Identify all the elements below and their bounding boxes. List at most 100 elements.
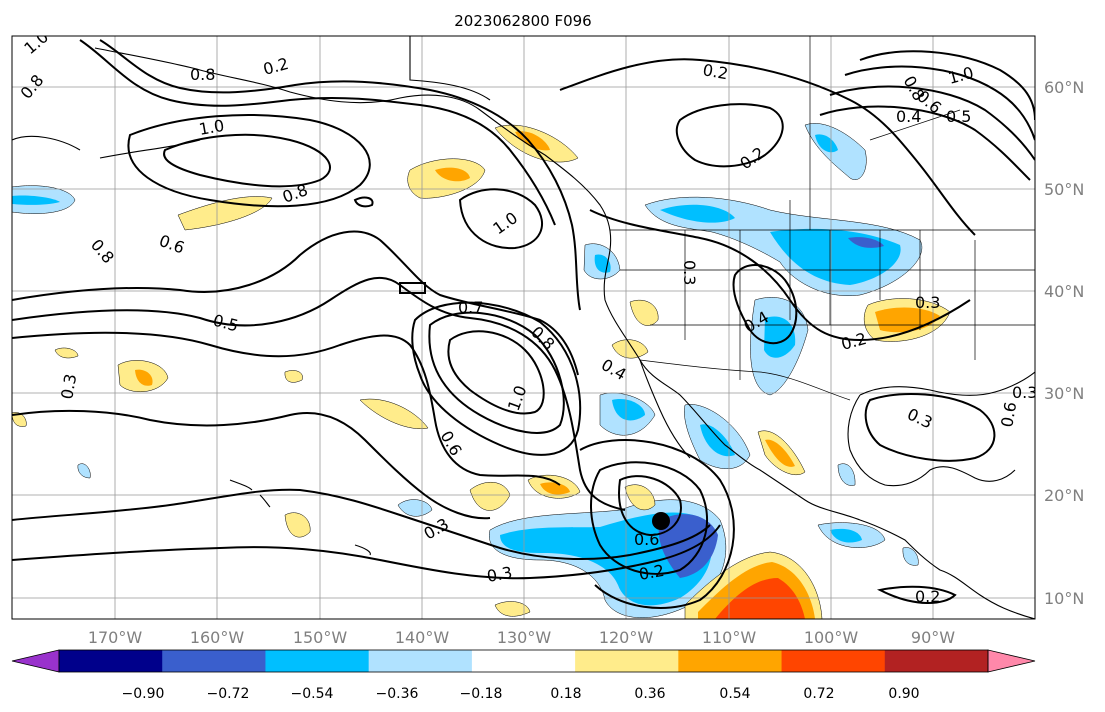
state-borders-vertical — [684, 200, 976, 380]
lat-label: 10°N — [1044, 589, 1084, 608]
contour-0.6-ne — [829, 85, 1035, 161]
lon-label: 140°W — [395, 628, 450, 647]
anomaly-yellow-tropic-4 — [284, 512, 311, 538]
border-alaska — [409, 36, 491, 101]
coastline-gulf — [859, 371, 1035, 396]
anomaly-blue-gulf-california-core — [700, 424, 735, 457]
anomaly-blue-ca-core — [830, 528, 862, 543]
contour-0.8-ne — [844, 65, 1035, 141]
state-borders-horizontal — [620, 269, 1035, 326]
contour-1.0-central — [447, 330, 545, 415]
anomaly-orange-central-pacific — [135, 369, 153, 386]
colorbar-segment — [781, 650, 886, 672]
colorbar-extend-low — [11, 649, 60, 673]
contour-label: 0.3 — [57, 372, 80, 400]
contour-0.4-us — [732, 263, 798, 345]
contour-0.5 — [12, 276, 626, 511]
colorbar-segment — [471, 650, 576, 672]
colorbar-frame — [58, 649, 989, 673]
latitude-labels: 60°N 50°N 40°N 30°N 20°N 10°N — [1044, 78, 1084, 608]
contour-0.3-tropical — [579, 439, 735, 609]
contour-0.2-north — [559, 58, 976, 236]
anomaly-blue-gulf — [837, 463, 856, 486]
colorbar-tick-label: −0.90 — [122, 686, 165, 702]
anomaly-blue-west — [77, 463, 91, 479]
contour-1.0-ne — [859, 50, 1035, 121]
contour-label: 0.3 — [1012, 383, 1037, 402]
anomaly-blue-sw-us-core — [764, 316, 796, 358]
coastline-baja — [639, 359, 691, 459]
contour-label: 0.6 — [634, 530, 659, 549]
colorbar-ticks: −0.90 −0.72 −0.54 −0.36 −0.18 0.18 0.36 … — [122, 686, 920, 702]
lon-label: 130°W — [497, 628, 552, 647]
lat-label: 20°N — [1044, 486, 1084, 505]
lat-label: 50°N — [1044, 180, 1084, 199]
anomaly-yellow-tropic-3 — [624, 484, 656, 511]
anomaly-yellow-tropic-5 — [494, 601, 531, 617]
colorbar-tick-label: 0.90 — [888, 686, 919, 702]
political-borders — [610, 36, 1035, 401]
contour-small-box — [399, 282, 426, 294]
contour-lines — [12, 39, 1035, 609]
contour-label: 1.0 — [197, 116, 225, 139]
contour-0.3-south — [12, 488, 711, 560]
contour-label: 0.6 — [997, 400, 1020, 428]
lat-label: 40°N — [1044, 282, 1084, 301]
contour-small-loop — [353, 196, 374, 208]
map-frame — [11, 35, 1036, 620]
colorbar-extend-high — [987, 649, 1036, 673]
contour-label: 0.4 — [896, 107, 921, 126]
contour-label: 0.3 — [915, 293, 940, 312]
anomaly-yellow-east-pacific — [359, 398, 429, 430]
colorbar-segment — [59, 650, 163, 672]
contour-label: 0.2 — [701, 60, 729, 83]
anomaly-blue-plains-core — [660, 204, 901, 285]
contour-0.3-us — [589, 209, 971, 342]
map-area: 1.0 0.8 0.2 0.8 0.6 1.0 0.8 0.6 0.8 0.2 … — [12, 36, 1037, 619]
contour-0.4 — [12, 331, 561, 486]
colorbar-tick-label: 0.18 — [550, 686, 581, 702]
coastline-north-america — [94, 47, 1035, 619]
anomaly-darkblue-plains — [848, 237, 884, 248]
anomaly-orange-tropic-2 — [540, 482, 570, 495]
lat-label: 30°N — [1044, 384, 1084, 403]
contour-0.7-central — [411, 301, 582, 456]
anomaly-blue-caribbean — [902, 547, 919, 566]
contour-0.3-west — [12, 409, 491, 520]
contour-label: 0.2 — [915, 587, 940, 606]
colorbar-tick-label: 0.72 — [803, 686, 834, 702]
anomaly-blue-canada-core — [815, 134, 838, 153]
anomaly-blue-baja-core — [612, 399, 645, 421]
lon-label: 110°W — [702, 628, 757, 647]
contour-label: 0.3 — [680, 260, 699, 285]
contour-0.3-gulf — [864, 393, 996, 462]
contour-0.7 — [99, 39, 581, 311]
contour-0.5-ne — [819, 105, 1031, 181]
lon-label: 150°W — [293, 628, 348, 647]
lon-label: 160°W — [190, 628, 245, 647]
lon-label: 170°W — [88, 628, 143, 647]
colorbar-segment — [678, 650, 783, 672]
contour-0.6-tropical — [618, 475, 682, 537]
anomaly-blue-small — [397, 499, 433, 517]
anomaly-orange-mexico-coast — [765, 439, 795, 467]
canada-province-borders — [809, 36, 961, 230]
anomaly-yellow-socal — [611, 339, 649, 359]
anomaly-yellow-west-edge — [12, 412, 27, 427]
colorbar-segment — [265, 650, 370, 672]
colorbar-segment — [884, 650, 989, 672]
colorbar-tick-label: −0.72 — [207, 686, 250, 702]
contour-0.2-canada — [675, 103, 784, 168]
contour-label: 0.3 — [485, 563, 513, 586]
colorbar — [11, 649, 1036, 673]
contour-0.2-se — [876, 585, 957, 604]
anomaly-orange-gulf-alaska — [435, 167, 470, 182]
colorbar-segment — [575, 650, 679, 672]
coastline-gulf-mexico — [847, 394, 1016, 487]
colorbar-tick-label: −0.36 — [376, 686, 419, 702]
anomaly-blue-core — [12, 195, 60, 205]
contour-label: 0.2 — [637, 561, 665, 584]
anomaly-yellow-ca-coast — [629, 299, 659, 326]
colorbar-segment — [368, 650, 473, 672]
